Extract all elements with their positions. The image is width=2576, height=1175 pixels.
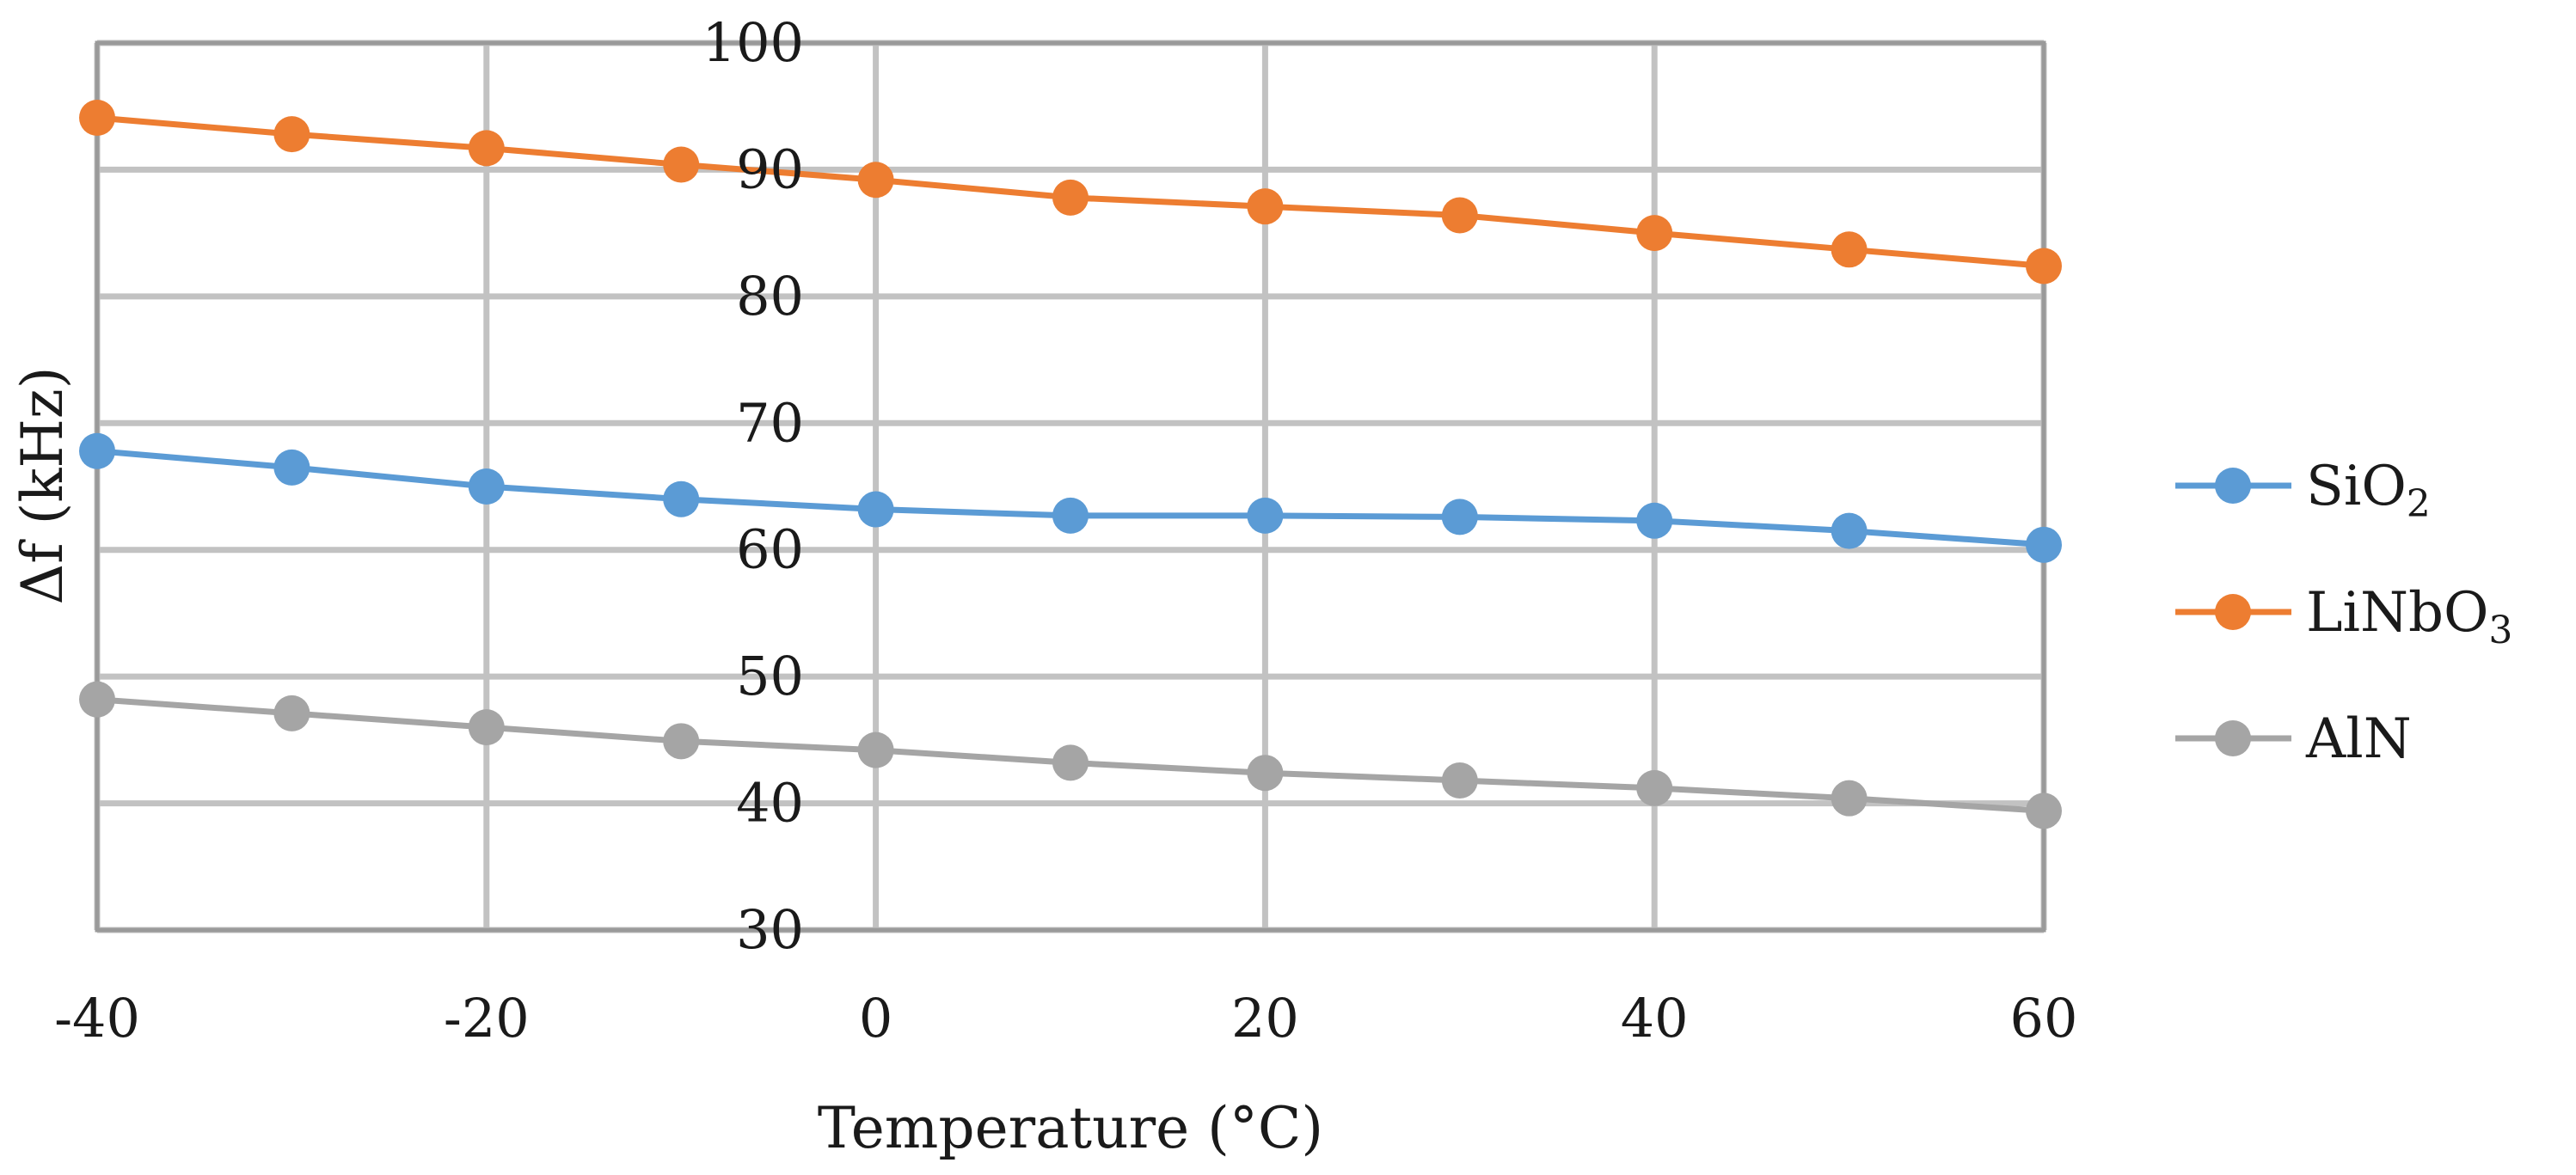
series-aln: [79, 681, 2062, 829]
data-point: [1247, 755, 1284, 792]
y-tick-label: 100: [702, 11, 804, 74]
data-point: [1247, 497, 1284, 534]
data-point: [1831, 780, 1868, 817]
data-point: [1636, 502, 1673, 539]
y-axis-title: Δf (kHz): [9, 367, 76, 605]
y-tick-label: 60: [736, 518, 804, 581]
x-tick-label: 60: [2010, 987, 2078, 1050]
legend-item-linbo3: LiNbO3: [2175, 581, 2512, 652]
data-point: [468, 130, 505, 167]
data-point: [1441, 499, 1478, 535]
data-point: [1441, 197, 1478, 234]
data-point: [857, 491, 894, 528]
series-linbo3: [79, 99, 2062, 285]
data-point: [1247, 188, 1284, 225]
data-point: [663, 723, 700, 760]
data-point: [1831, 231, 1868, 268]
y-tick-label: 50: [736, 645, 804, 707]
data-point: [273, 116, 310, 153]
x-axis-title: Temperature (°C): [818, 1095, 1323, 1161]
data-point: [2026, 526, 2062, 563]
data-point: [2026, 793, 2062, 829]
legend-item-aln: AlN: [2175, 707, 2412, 771]
x-tick-label: -40: [54, 987, 140, 1050]
legend-label: LiNbO3: [2306, 581, 2512, 652]
data-point: [1052, 497, 1089, 534]
series-layer: [79, 99, 2062, 829]
legend-swatch-marker: [2215, 720, 2251, 756]
data-point: [79, 432, 115, 469]
legend-label: AlN: [2305, 707, 2412, 771]
series-sio2: [79, 432, 2062, 563]
data-point: [273, 695, 310, 731]
data-point: [468, 709, 505, 746]
legend-item-sio2: SiO2: [2175, 455, 2431, 526]
data-point: [857, 731, 894, 768]
data-point: [1052, 744, 1089, 781]
x-tick-label: 0: [859, 987, 892, 1050]
data-point: [1441, 762, 1478, 799]
legend-swatch-marker: [2215, 594, 2251, 630]
y-tick-label: 30: [736, 898, 804, 961]
data-point: [663, 146, 700, 183]
y-tick-label: 80: [736, 265, 804, 327]
plot-frame: [95, 40, 2046, 933]
data-point: [468, 468, 505, 505]
data-point: [79, 99, 115, 136]
data-point: [663, 480, 700, 517]
legend: SiO2 LiNbO3 AlN: [2175, 455, 2512, 771]
data-point: [2026, 248, 2062, 285]
x-tick-label: -20: [444, 987, 530, 1050]
data-point: [273, 449, 310, 486]
data-point: [857, 162, 894, 199]
x-tick-label: 40: [1621, 987, 1689, 1050]
tick-labels: 30 40 50 60 70 80 90 100 -40 -20 0 20 40 60: [54, 11, 2077, 1050]
data-point: [1052, 179, 1089, 216]
x-tick-label: 20: [1231, 987, 1299, 1050]
legend-label: SiO2: [2306, 455, 2431, 526]
data-point: [1831, 512, 1868, 549]
grid-lines: [94, 40, 2047, 933]
data-point: [1636, 215, 1673, 252]
y-tick-label: 70: [736, 391, 804, 454]
y-tick-label: 90: [736, 138, 804, 200]
data-point: [79, 681, 115, 718]
y-tick-label: 40: [736, 772, 804, 835]
legend-swatch-marker: [2215, 468, 2251, 504]
data-point: [1636, 769, 1673, 806]
